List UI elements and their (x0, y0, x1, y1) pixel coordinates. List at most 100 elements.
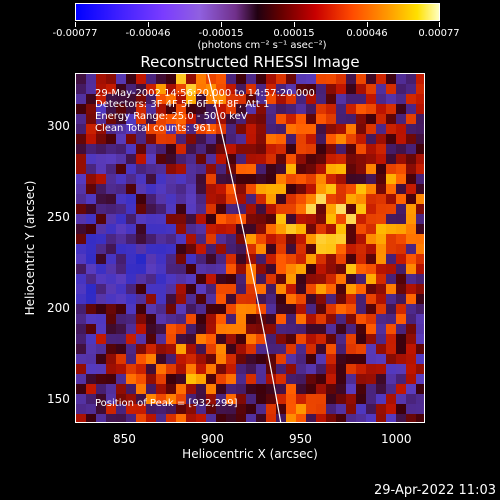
heatmap-cell (396, 224, 407, 235)
heatmap-cell (346, 94, 357, 105)
heatmap-cell (116, 114, 127, 125)
heatmap-cell (226, 364, 237, 375)
heatmap-cell (286, 74, 297, 85)
heatmap-cell (366, 94, 377, 105)
heatmap-cell (396, 304, 407, 315)
heatmap-cell (356, 204, 367, 215)
heatmap-cell (246, 294, 257, 305)
heatmap-cell (316, 224, 327, 235)
heatmap-cell (306, 384, 317, 395)
heatmap-cell (346, 354, 357, 365)
heatmap-cell (196, 294, 207, 305)
reconstructed-image (75, 73, 425, 423)
heatmap-cell (326, 124, 337, 135)
heatmap-cell (256, 334, 267, 345)
heatmap-cell (96, 264, 107, 275)
heatmap-cell (76, 384, 87, 395)
heatmap-cell (116, 144, 127, 155)
heatmap-cell (216, 414, 227, 422)
heatmap-cell (186, 324, 197, 335)
heatmap-cell (206, 394, 217, 405)
heatmap-cell (196, 404, 207, 415)
heatmap-cell (286, 184, 297, 195)
heatmap-cell (266, 314, 277, 325)
heatmap-cell (76, 134, 87, 145)
heatmap-cell (346, 374, 357, 385)
heatmap-cell (246, 164, 257, 175)
x-tick-label: 900 (201, 432, 224, 446)
heatmap-cell (296, 274, 307, 285)
heatmap-cell (146, 294, 157, 305)
heatmap-cell (176, 144, 187, 155)
heatmap-cell (386, 84, 397, 95)
heatmap-cell (386, 124, 397, 135)
heatmap-cell (166, 374, 177, 385)
heatmap-cell (286, 294, 297, 305)
heatmap-cell (366, 344, 377, 355)
heatmap-cell (106, 224, 117, 235)
heatmap-cell (196, 154, 207, 165)
heatmap-cell (186, 314, 197, 325)
heatmap-cell (406, 334, 417, 345)
heatmap-cell (96, 84, 107, 95)
heatmap-cell (326, 404, 337, 415)
heatmap-cell (186, 264, 197, 275)
heatmap-cell (286, 324, 297, 335)
heatmap-cell (106, 254, 117, 265)
heatmap-cell (296, 84, 307, 95)
heatmap-cell (326, 134, 337, 145)
heatmap-cell (176, 124, 187, 135)
heatmap-cell (156, 324, 167, 335)
heatmap-cell (376, 134, 387, 145)
heatmap-cell (256, 244, 267, 255)
heatmap-cell (406, 364, 417, 375)
heatmap-cell (166, 234, 177, 245)
heatmap-cell (86, 264, 97, 275)
heatmap-cell (226, 194, 237, 205)
heatmap-cell (316, 134, 327, 145)
heatmap-cell (376, 374, 387, 385)
heatmap-cell (256, 234, 267, 245)
heatmap-cell (86, 344, 97, 355)
heatmap-cell (406, 254, 417, 265)
heatmap-cell (406, 114, 417, 125)
heatmap-cell (76, 164, 87, 175)
heatmap-cell (176, 344, 187, 355)
heatmap-cell (186, 304, 197, 315)
heatmap-cell (206, 244, 217, 255)
heatmap-cell (266, 354, 277, 365)
heatmap-cell (346, 144, 357, 155)
heatmap-cell (366, 284, 377, 295)
heatmap-cell (336, 304, 347, 315)
heatmap-cell (216, 274, 227, 285)
heatmap-cell (116, 184, 127, 195)
colorbar-tick (221, 22, 222, 27)
heatmap-cell (296, 154, 307, 165)
heatmap-cell (236, 374, 247, 385)
heatmap-cell (116, 204, 127, 215)
heatmap-cell (166, 304, 177, 315)
heatmap-cell (326, 184, 337, 195)
heatmap-cell (196, 94, 207, 105)
heatmap-cell (226, 284, 237, 295)
heatmap-cell (206, 304, 217, 315)
heatmap-cell (76, 244, 87, 255)
heatmap-cell (306, 154, 317, 165)
heatmap-cell (346, 304, 357, 315)
heatmap-cell (256, 264, 267, 275)
heatmap-cell (76, 174, 87, 185)
heatmap-cell (126, 144, 137, 155)
heatmap-cell (386, 374, 397, 385)
heatmap-cell (96, 294, 107, 305)
heatmap-cell (376, 354, 387, 365)
heatmap-cell (166, 334, 177, 345)
heatmap-cell (186, 94, 197, 105)
heatmap-cell (286, 214, 297, 225)
heatmap-cell (336, 324, 347, 335)
heatmap-cell (106, 244, 117, 255)
heatmap-cell (216, 284, 227, 295)
heatmap-cell (216, 74, 227, 85)
heatmap-cell (276, 274, 287, 285)
heatmap-cell (286, 284, 297, 295)
heatmap-cell (156, 94, 167, 105)
